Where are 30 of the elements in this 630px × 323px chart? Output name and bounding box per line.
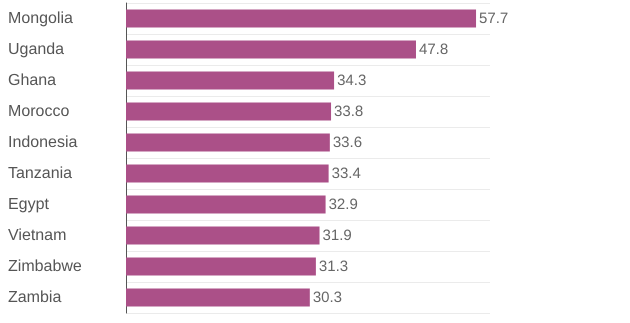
data-label: 31.3	[318, 258, 348, 275]
y-tick-label: Morocco	[8, 103, 70, 120]
data-label: 57.7	[479, 10, 508, 27]
y-tick-label: Zambia	[8, 289, 62, 306]
data-label: 34.3	[337, 72, 366, 89]
bar	[126, 226, 320, 244]
bar	[126, 10, 476, 28]
y-tick-label: Vietnam	[8, 227, 66, 244]
bar	[126, 196, 326, 214]
data-label: 32.9	[328, 196, 358, 213]
bar	[126, 258, 316, 276]
bar	[126, 164, 329, 182]
y-tick-label: Uganda	[8, 41, 64, 58]
data-label: 31.9	[322, 227, 352, 244]
y-tick-label: Mongolia	[8, 10, 74, 27]
y-tick-label: Zimbabwe	[8, 258, 82, 275]
y-tick-label: Indonesia	[8, 134, 78, 151]
bar	[126, 102, 332, 120]
y-tick-label: Ghana	[8, 72, 56, 89]
data-label: 33.4	[332, 165, 361, 182]
data-label: 33.8	[334, 103, 364, 120]
data-label: 33.6	[332, 134, 362, 151]
y-tick-label: Egypt	[8, 196, 50, 213]
data-label: 30.3	[312, 289, 342, 306]
bar	[126, 288, 310, 306]
bar	[126, 72, 334, 90]
bar	[126, 134, 330, 152]
data-label: 47.8	[418, 41, 448, 58]
y-tick-label: Tanzania	[8, 165, 72, 182]
bar	[126, 40, 416, 58]
